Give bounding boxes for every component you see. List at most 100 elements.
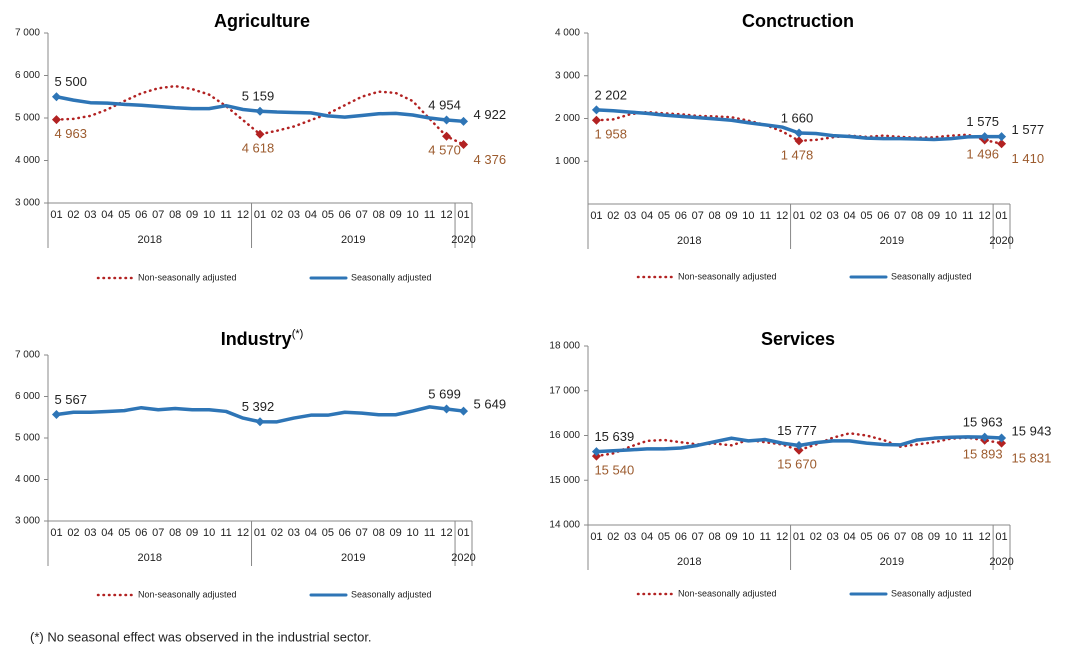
- value-label: 1 575: [966, 114, 999, 129]
- x-tick-label: 10: [742, 531, 754, 543]
- x-tick-label: 04: [641, 531, 653, 543]
- title-text: Industry: [221, 329, 292, 349]
- x-tick-label: 05: [118, 209, 130, 221]
- x-tick-label: 01: [590, 531, 602, 543]
- point-marker: [591, 447, 601, 457]
- y-tick-label: 2 000: [555, 113, 580, 124]
- x-group-label: 2019: [341, 552, 365, 564]
- title-note: (*): [292, 328, 304, 340]
- x-tick-label: 03: [827, 531, 839, 543]
- point-marker: [997, 433, 1007, 443]
- x-tick-label: 02: [271, 527, 283, 539]
- value-label: 15 963: [963, 415, 1003, 430]
- value-label: 1 410: [1012, 151, 1045, 166]
- x-tick-label: 01: [995, 210, 1007, 222]
- x-tick-label: 08: [169, 209, 181, 221]
- y-tick-label: 3 000: [15, 516, 40, 527]
- x-tick-label: 09: [928, 531, 940, 543]
- y-tick-label: 6 000: [15, 70, 40, 81]
- point-marker: [794, 128, 804, 138]
- x-tick-label: 06: [339, 527, 351, 539]
- x-group-label: 2018: [138, 234, 162, 246]
- point-marker: [997, 132, 1007, 142]
- x-tick-label: 06: [135, 209, 147, 221]
- value-label: 4 963: [54, 126, 87, 141]
- x-tick-label: 06: [339, 209, 351, 221]
- x-group-label: 2020: [451, 552, 475, 564]
- value-label: 15 639: [594, 429, 634, 444]
- value-label: 5 649: [474, 397, 507, 412]
- x-tick-label: 06: [675, 210, 687, 222]
- x-tick-label: 01: [254, 209, 266, 221]
- chart-title: Industry(*): [221, 328, 304, 349]
- y-tick-label: 3 000: [15, 198, 40, 209]
- legend-label: Non-seasonally adjusted: [678, 588, 777, 598]
- value-label: 5 699: [428, 386, 461, 401]
- x-tick-label: 04: [641, 210, 653, 222]
- x-tick-label: 09: [186, 209, 198, 221]
- value-label: 5 500: [54, 74, 87, 89]
- chart-title: Agriculture: [214, 11, 310, 31]
- chart-title: Conctruction: [742, 11, 854, 31]
- x-tick-label: 08: [708, 531, 720, 543]
- x-tick-label: 02: [810, 210, 822, 222]
- x-tick-label: 07: [356, 527, 368, 539]
- value-label: 1 478: [781, 147, 814, 162]
- point-marker: [997, 438, 1007, 448]
- y-tick-label: 5 000: [15, 113, 40, 124]
- x-tick-label: 05: [658, 531, 670, 543]
- point-marker: [980, 132, 990, 142]
- x-tick-label: 02: [607, 210, 619, 222]
- x-tick-label: 01: [995, 531, 1007, 543]
- x-tick-label: 06: [877, 531, 889, 543]
- x-tick-label: 11: [220, 209, 231, 221]
- chart: Services 14 000 15 000 16 000 17 000 18 000 01…: [549, 329, 1051, 599]
- point-marker: [459, 116, 469, 126]
- x-tick-label: 11: [424, 527, 435, 539]
- y-tick-label: 3 000: [555, 70, 580, 81]
- x-group-label: 2018: [677, 235, 701, 247]
- value-label: 15 777: [777, 423, 817, 438]
- x-tick-label: 11: [760, 531, 771, 543]
- value-label: 5 392: [242, 399, 275, 414]
- point-marker: [51, 409, 61, 419]
- y-tick-label: 14 000: [549, 520, 580, 531]
- point-marker: [997, 139, 1007, 149]
- x-tick-label: 11: [962, 531, 973, 543]
- x-tick-label: 03: [624, 531, 636, 543]
- value-label: 1 577: [1012, 122, 1045, 137]
- value-label: 4 570: [428, 143, 461, 158]
- y-tick-label: 15 000: [549, 475, 580, 486]
- chart-title: Services: [761, 329, 835, 349]
- point-marker: [442, 131, 452, 141]
- legend-label: Seasonally adjusted: [891, 271, 972, 281]
- x-tick-label: 08: [373, 527, 385, 539]
- x-tick-label: 11: [760, 210, 771, 222]
- x-tick-label: 04: [101, 209, 113, 221]
- x-tick-label: 01: [50, 527, 62, 539]
- value-label: 4 376: [474, 152, 507, 167]
- x-group-label: 2019: [880, 556, 904, 568]
- point-marker: [459, 406, 469, 416]
- value-label: 15 893: [963, 447, 1003, 462]
- legend-label: Seasonally adjusted: [891, 588, 972, 598]
- x-tick-label: 10: [203, 527, 215, 539]
- x-tick-label: 01: [254, 527, 266, 539]
- x-tick-label: 02: [271, 209, 283, 221]
- x-tick-label: 09: [725, 210, 737, 222]
- x-tick-label: 01: [457, 209, 469, 221]
- x-tick-label: 04: [844, 531, 856, 543]
- value-label: 15 831: [1012, 451, 1052, 466]
- x-tick-label: 05: [860, 210, 872, 222]
- value-label: 4 954: [428, 97, 461, 112]
- y-tick-label: 4 000: [15, 474, 40, 485]
- x-tick-label: 06: [135, 527, 147, 539]
- x-tick-label: 10: [742, 210, 754, 222]
- legend-label: Seasonally adjusted: [351, 272, 432, 282]
- point-marker: [459, 140, 469, 150]
- x-tick-label: 06: [877, 210, 889, 222]
- y-tick-label: 4 000: [15, 155, 40, 166]
- legend-label: Seasonally adjusted: [351, 589, 432, 599]
- title-text: Agriculture: [214, 11, 310, 31]
- x-tick-label: 07: [894, 210, 906, 222]
